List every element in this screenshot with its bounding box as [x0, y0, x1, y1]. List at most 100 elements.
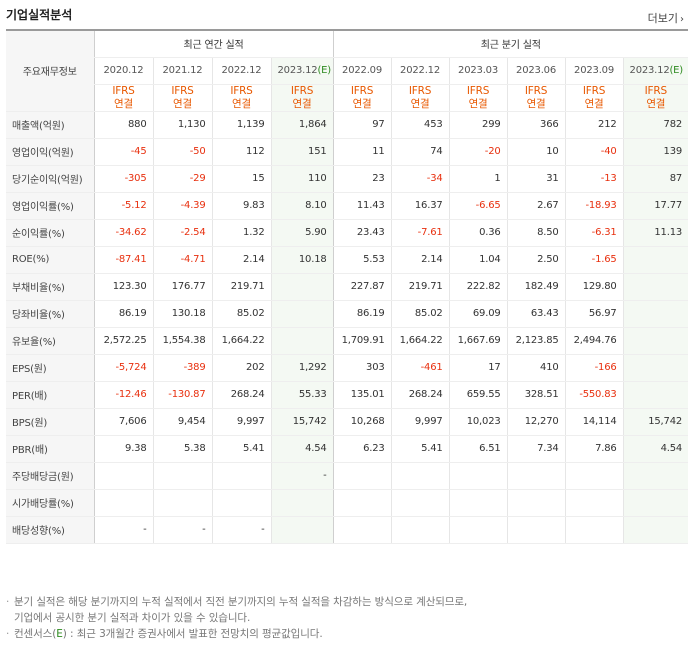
table-cell: 268.24 — [211, 381, 271, 409]
table-cell: 86.19 — [93, 300, 153, 328]
table-cell: - — [152, 516, 212, 544]
table-cell: -20 — [448, 138, 508, 166]
table-cell — [270, 489, 334, 517]
table-cell: 1,139 — [211, 110, 271, 139]
table-cell: 2,494.76 — [564, 327, 624, 355]
footnote-line-2: 기업에서 공시한 분기 실적과 차이가 있을 수 있습니다. — [14, 612, 251, 624]
period-header-row: 2020.12 2021.12 2022.12 2023.12(E) 2022.09 20… — [6, 57, 689, 85]
table-cell — [93, 489, 153, 517]
table-cell — [270, 516, 334, 544]
table-row: 당기순이익(억원) -305 -29 15 110 23 -34 1 31 -13 87 — [6, 165, 689, 193]
table-cell: - — [93, 516, 153, 544]
table-cell: 1.04 — [448, 246, 508, 274]
table-cell: 31 — [506, 165, 566, 193]
table-cell: -50 — [152, 138, 212, 166]
table-cell — [564, 461, 624, 490]
more-link[interactable]: 더보기 › — [648, 10, 684, 26]
table-cell — [270, 327, 334, 355]
table-cell — [622, 272, 689, 301]
table-cell — [622, 246, 689, 274]
accounting-standard: IFRS 연결 — [564, 84, 624, 112]
table-cell: 5.38 — [152, 435, 212, 463]
quarterly-group-header: 최근 분기 실적 — [332, 29, 689, 58]
table-cell: 11.43 — [332, 191, 392, 220]
table-cell: 63.43 — [506, 300, 566, 328]
table-cell: 7.34 — [506, 435, 566, 463]
table-cell: 182.49 — [506, 272, 566, 301]
period-label: 2023.12 — [629, 65, 670, 76]
table-cell: 14,114 — [564, 408, 624, 436]
period-label: 2023.06 — [516, 65, 556, 76]
table-cell — [506, 516, 566, 544]
table-cell — [152, 489, 212, 517]
table-cell: 11.13 — [622, 219, 689, 247]
table-cell: 1,130 — [152, 110, 212, 139]
period-label: 2021.12 — [162, 65, 203, 76]
table-cell: 9,997 — [390, 408, 450, 436]
table-cell: 129.80 — [564, 272, 624, 301]
table-cell: 123.30 — [93, 272, 153, 301]
period-header: 2020.12 — [93, 57, 153, 85]
chevron-right-icon: › — [680, 14, 684, 25]
table-cell: 1,864 — [270, 110, 334, 139]
table-cell: 110 — [270, 165, 334, 193]
table-cell: 4.54 — [270, 435, 334, 463]
table-cell: 10 — [506, 138, 566, 166]
period-label: 2023.12 — [277, 65, 318, 76]
standard-top: IFRS — [582, 84, 606, 97]
table-cell: 1,554.38 — [152, 327, 212, 355]
table-corner-label: 주요재무정보 — [6, 29, 94, 112]
estimate-mark: E — [56, 628, 63, 640]
table-cell — [622, 300, 689, 328]
period-label: 2022.12 — [400, 65, 440, 76]
table-cell: 17 — [448, 353, 508, 382]
table-cell: -166 — [564, 353, 624, 382]
table-cell: 7,606 — [93, 408, 153, 436]
table-cell — [270, 300, 334, 328]
table-cell: 2.67 — [506, 191, 566, 220]
table-cell — [622, 327, 689, 355]
table-cell: 5.90 — [270, 219, 334, 247]
table-cell — [448, 516, 508, 544]
table-cell: 97 — [332, 110, 392, 139]
table-cell: 1,664.22 — [211, 327, 271, 355]
table-cell: 2,123.85 — [506, 327, 566, 355]
standard-top: IFRS — [466, 84, 490, 97]
table-cell: 299 — [448, 110, 508, 139]
standard-top: IFRS — [644, 84, 668, 97]
table-cell — [622, 461, 689, 490]
period-header: 2023.12(E) — [622, 57, 689, 85]
footnote-line-3-prefix: 컨센서스( — [14, 628, 57, 640]
row-label: EPS(원) — [6, 353, 94, 382]
standard-top: IFRS — [112, 84, 135, 97]
table-cell: 2.14 — [390, 246, 450, 274]
table-cell: -45 — [93, 138, 153, 166]
table-cell: 4.54 — [622, 435, 689, 463]
row-label: PBR(배) — [6, 435, 94, 463]
table-cell: -461 — [390, 353, 450, 382]
table-cell: 5.41 — [211, 435, 271, 463]
standard-bottom: 연결 — [173, 97, 192, 110]
table-cell: 9.38 — [93, 435, 153, 463]
standard-top: IFRS — [171, 84, 194, 97]
table-cell: 782 — [622, 110, 689, 139]
table-cell — [564, 489, 624, 517]
table-cell: 1,709.91 — [332, 327, 392, 355]
table-cell: 5.41 — [390, 435, 450, 463]
table-cell: 17.77 — [622, 191, 689, 220]
table-cell: 10,023 — [448, 408, 508, 436]
table-row: 배당성향(%) - - - — [6, 516, 689, 544]
period-header: 2022.12 — [390, 57, 450, 85]
table-cell: -4.71 — [152, 246, 212, 274]
footnotes: · 분기 실적은 해당 분기까지의 누적 실적에서 직전 분기까지의 누적 실적을… — [6, 594, 688, 642]
table-cell: -6.31 — [564, 219, 624, 247]
table-cell: -6.65 — [448, 191, 508, 220]
table-cell — [332, 461, 392, 490]
accounting-standard: IFRS 연결 — [152, 84, 212, 112]
table-row: 당좌비율(%) 86.19 130.18 85.02 86.19 85.02 69.09 63… — [6, 300, 689, 328]
table-cell: 8.10 — [270, 191, 334, 220]
accounting-standard: IFRS 연결 — [332, 84, 392, 112]
table-cell: 112 — [211, 138, 271, 166]
accounting-standard: IFRS 연결 — [93, 84, 153, 112]
table-cell: 85.02 — [390, 300, 450, 328]
